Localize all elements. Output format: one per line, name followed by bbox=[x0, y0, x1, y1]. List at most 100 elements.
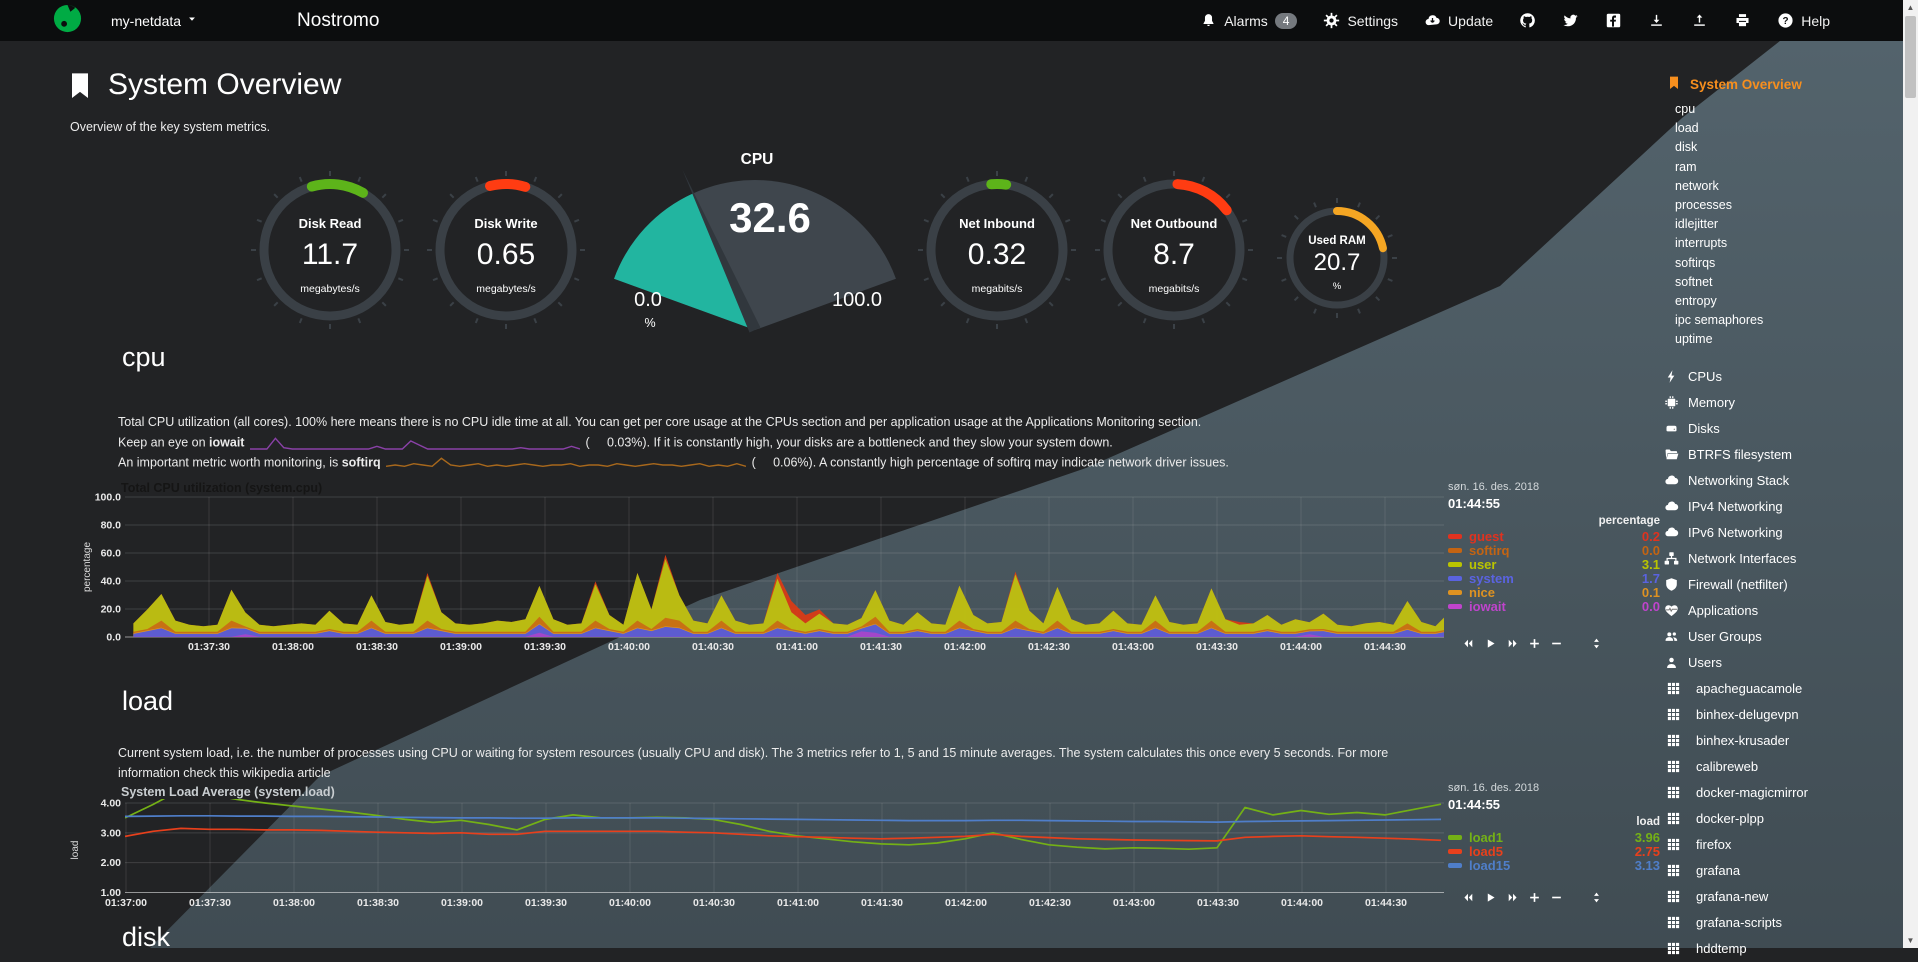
github-link[interactable] bbox=[1519, 12, 1536, 29]
svg-text:01:39:30: 01:39:30 bbox=[524, 641, 566, 653]
toolbox-zoom-out-icon[interactable] bbox=[1550, 637, 1563, 650]
print-button[interactable] bbox=[1734, 12, 1751, 29]
toolbox-play-icon[interactable] bbox=[1484, 891, 1497, 904]
sidebar-item-cpu[interactable]: cpu bbox=[1675, 102, 1696, 116]
chart-system.cpu[interactable]: 01:37:30 01:38:00 01:38:30 01:39:00 01:39:30… bbox=[50, 470, 1470, 665]
sidebar-item-user-groups[interactable]: User Groups bbox=[1664, 624, 1902, 650]
sidebar-item-grafana[interactable]: grafana bbox=[1664, 858, 1902, 884]
section-heading-cpu: cpu bbox=[122, 342, 166, 372]
legend-row-nice[interactable]: nice 0.1 bbox=[1448, 585, 1660, 600]
sidebar-item-apacheguacamole[interactable]: apacheguacamole bbox=[1664, 676, 1902, 702]
sidebar-item-interrupts[interactable]: interrupts bbox=[1675, 236, 1728, 251]
gauge-net-outbound[interactable]: Net Outbound 8.7 megabits/s bbox=[1084, 160, 1264, 340]
sidebar-item-softnet[interactable]: softnet bbox=[1675, 274, 1713, 289]
settings-button[interactable]: Settings bbox=[1323, 12, 1398, 29]
grid-icon bbox=[1667, 761, 1680, 773]
sidebar-item-docker-plpp[interactable]: docker-plpp bbox=[1664, 806, 1902, 832]
toolbox-zoom-out-icon[interactable] bbox=[1550, 891, 1563, 904]
export-snapshot-button[interactable] bbox=[1648, 12, 1665, 29]
grid-icon bbox=[1667, 943, 1680, 955]
sidebar-item-network-interfaces[interactable]: Network Interfaces bbox=[1664, 546, 1902, 572]
help-button[interactable]: ? Help bbox=[1777, 12, 1830, 29]
toolbox-forward-icon[interactable] bbox=[1506, 637, 1519, 650]
gauge-disk-write[interactable]: Disk Write 0.65 megabytes/s bbox=[416, 160, 596, 340]
legend-row-system[interactable]: system 1.7 bbox=[1448, 571, 1660, 586]
scrollbar[interactable]: ▲ ▼ bbox=[1903, 0, 1918, 948]
sidebar-item-entropy[interactable]: entropy bbox=[1675, 294, 1717, 309]
facebook-link[interactable] bbox=[1605, 12, 1622, 29]
legend-row-user[interactable]: user 3.1 bbox=[1448, 557, 1660, 572]
legend-row-iowait[interactable]: iowait 0.0 bbox=[1448, 599, 1660, 614]
legend-row-guest[interactable]: guest 0.2 bbox=[1448, 529, 1660, 544]
legend-swatch bbox=[1448, 848, 1462, 854]
legend-row-load5[interactable]: load5 2.75 bbox=[1448, 844, 1660, 859]
sidebar-item-processes[interactable]: processes bbox=[1675, 198, 1732, 213]
chart-legend-system.load: søn. 16. des. 2018 01:44:55 load load1 3.96 l… bbox=[1448, 781, 1660, 873]
grid-icon bbox=[1667, 735, 1680, 747]
svg-text:2.00: 2.00 bbox=[101, 857, 122, 869]
gauge-used-ram[interactable]: Used RAM 20.7% bbox=[1267, 188, 1407, 328]
legend-row-load1[interactable]: load1 3.96 bbox=[1448, 829, 1660, 845]
sidebar-item-btrfs-filesystem[interactable]: BTRFS filesystem bbox=[1664, 442, 1902, 468]
sidebar-item-idlejitter[interactable]: idlejitter bbox=[1675, 217, 1719, 232]
hostname-dropdown[interactable]: my-netdata bbox=[111, 12, 199, 29]
scrollbar-thumb[interactable] bbox=[1905, 16, 1916, 98]
sidebar-item-docker-magicmirror[interactable]: docker-magicmirror bbox=[1664, 780, 1902, 806]
sidebar-item-disk[interactable]: disk bbox=[1675, 140, 1698, 155]
alarms-button[interactable]: Alarms 4 bbox=[1200, 12, 1298, 29]
legend-swatch bbox=[1448, 603, 1462, 609]
gauge-label: Net Inbound bbox=[959, 216, 1035, 231]
legend-series-name: load1 bbox=[1469, 829, 1503, 845]
sidebar-item-binhex-krusader[interactable]: binhex-krusader bbox=[1664, 728, 1902, 754]
gauge-cpu[interactable]: CPU 32.6 0.0 100.0% bbox=[605, 134, 905, 344]
toolbox-resize-icon[interactable] bbox=[1590, 891, 1603, 904]
sidebar-item-cpus[interactable]: CPUs bbox=[1664, 364, 1902, 390]
svg-text:01:40:30: 01:40:30 bbox=[693, 897, 735, 909]
chart-system.load[interactable]: 01:37:00 01:37:30 01:38:00 01:38:30 01:39:00… bbox=[50, 770, 1470, 920]
sidebar-item-binhex-delugevpn[interactable]: binhex-delugevpn bbox=[1664, 702, 1902, 728]
sidebar-item-label: BTRFS filesystem bbox=[1688, 447, 1793, 463]
netdata-logo-icon[interactable] bbox=[52, 3, 83, 39]
toolbox-resize-icon[interactable] bbox=[1590, 637, 1603, 650]
import-snapshot-button[interactable] bbox=[1691, 12, 1708, 29]
legend-row-load15[interactable]: load15 3.13 bbox=[1448, 858, 1660, 873]
toolbox-backward-icon[interactable] bbox=[1462, 637, 1475, 650]
gauge-net-inbound[interactable]: Net Inbound 0.32 megabits/s bbox=[907, 160, 1087, 340]
twitter-link[interactable] bbox=[1562, 12, 1579, 29]
update-button[interactable]: Update bbox=[1424, 12, 1493, 29]
toolbox-forward-icon[interactable] bbox=[1506, 891, 1519, 904]
bolt-icon bbox=[1667, 370, 1675, 383]
sidebar-item-network[interactable]: network bbox=[1675, 178, 1719, 193]
sidebar-item-disks[interactable]: Disks bbox=[1664, 416, 1902, 442]
sidebar-item-memory[interactable]: Memory bbox=[1664, 390, 1902, 416]
sidebar-item-ipc-semaphores[interactable]: ipc semaphores bbox=[1675, 313, 1764, 328]
toolbox-zoom-in-icon[interactable] bbox=[1528, 637, 1541, 650]
sidebar-item-calibreweb[interactable]: calibreweb bbox=[1664, 754, 1902, 780]
sidebar-item-users[interactable]: Users bbox=[1664, 650, 1902, 676]
sidebar-item-ipv4-networking[interactable]: IPv4 Networking bbox=[1664, 494, 1902, 520]
sidebar-item-uptime[interactable]: uptime bbox=[1675, 332, 1713, 347]
sidebar-item-hddtemp[interactable]: hddtemp bbox=[1664, 936, 1902, 962]
scrollbar-up-arrow[interactable]: ▲ bbox=[1906, 3, 1915, 12]
sidebar-item-firefox[interactable]: firefox bbox=[1664, 832, 1902, 858]
toolbox-play-icon[interactable] bbox=[1484, 637, 1497, 650]
svg-text:01:44:30: 01:44:30 bbox=[1364, 641, 1406, 653]
sidebar-item-applications[interactable]: Applications bbox=[1664, 598, 1902, 624]
scrollbar-down-arrow[interactable]: ▼ bbox=[1906, 936, 1915, 945]
legend-row-softirq[interactable]: softirq 0.0 bbox=[1448, 543, 1660, 558]
legend-date: søn. 16. des. 2018 bbox=[1448, 481, 1540, 493]
sidebar-item-system-overview[interactable]: System Overview bbox=[1664, 55, 1902, 98]
sidebar-item-firewall-netfilter-[interactable]: Firewall (netfilter) bbox=[1664, 572, 1902, 598]
toolbox-backward-icon[interactable] bbox=[1462, 891, 1475, 904]
gauge-disk-read[interactable]: Disk Read 11.7 megabytes/s bbox=[240, 160, 420, 340]
toolbox-zoom-in-icon[interactable] bbox=[1528, 891, 1541, 904]
sidebar-item-grafana-scripts[interactable]: grafana-scripts bbox=[1664, 910, 1902, 936]
svg-text:01:41:00: 01:41:00 bbox=[777, 897, 819, 909]
svg-text:01:41:30: 01:41:30 bbox=[860, 641, 902, 653]
sidebar-item-ram[interactable]: ram bbox=[1675, 159, 1697, 174]
sidebar-item-load[interactable]: load bbox=[1675, 121, 1699, 136]
sidebar-item-grafana-new[interactable]: grafana-new bbox=[1664, 884, 1902, 910]
sidebar-item-softirqs[interactable]: softirqs bbox=[1675, 255, 1716, 270]
sidebar-item-ipv6-networking[interactable]: IPv6 Networking bbox=[1664, 520, 1902, 546]
sidebar-item-networking-stack[interactable]: Networking Stack bbox=[1664, 468, 1902, 494]
